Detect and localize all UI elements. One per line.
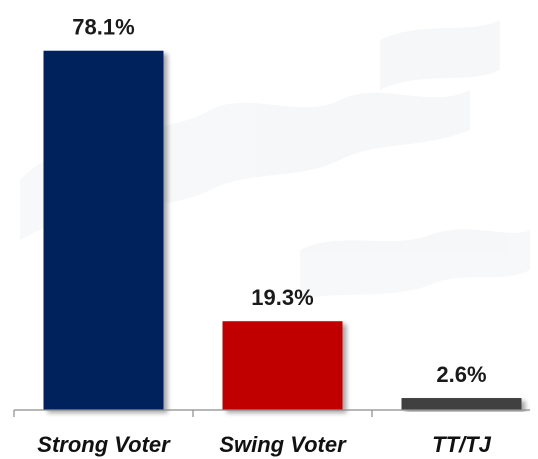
value-label-tt-tj: 2.6% (436, 362, 486, 387)
bar-swing-voter (222, 321, 343, 410)
value-labels-layer: 78.1% 19.3% 2.6% (72, 15, 486, 387)
bar-strong-voter (43, 50, 164, 411)
bar-tt-tj (401, 398, 522, 410)
x-axis-ticks (13, 410, 373, 417)
category-label-swing-voter: Swing Voter (219, 432, 347, 457)
value-label-swing-voter: 19.3% (251, 285, 313, 310)
bars-layer (43, 50, 522, 411)
category-label-tt-tj: TT/TJ (432, 432, 491, 457)
category-label-strong-voter: Strong Voter (37, 432, 171, 457)
value-label-strong-voter: 78.1% (72, 15, 134, 40)
category-labels-layer: Strong Voter Swing Voter TT/TJ (37, 432, 491, 457)
